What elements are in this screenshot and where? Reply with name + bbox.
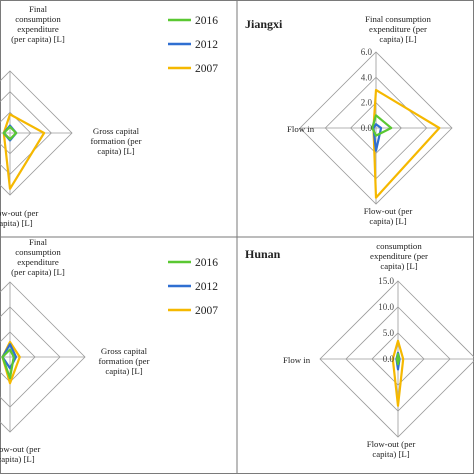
axis-label-right: capita) [L] <box>105 366 142 376</box>
axis-label-right: formation (per <box>98 356 149 366</box>
legend-label-2012: 2012 <box>195 39 218 51</box>
axis-label-left: Flow in <box>287 124 315 134</box>
axis-label-bottom: Flow-out (per <box>367 439 416 449</box>
axis-label-bottom: capita) [L] <box>372 449 409 459</box>
axis-label-right: formation (per <box>90 136 141 146</box>
panel-plot-area <box>319 280 474 438</box>
series-2016-line <box>1 348 15 380</box>
axis-label-bottom: Flow-out (per <box>364 206 413 216</box>
axis-label-top: (per capita) [L] <box>11 267 65 277</box>
panel-title: Hunan <box>245 247 281 261</box>
series-2016-line <box>2 125 18 141</box>
axis-label-top: expenditure <box>17 257 59 267</box>
panel-plot-area <box>0 70 73 196</box>
panel-top-right: 0.0 2.0 4.0 6.0 Jiangxi Final consumptionexpe… <box>245 14 453 226</box>
axis-label-bottom: capita) [L] <box>0 218 33 228</box>
axis-label-top: expenditure (per <box>369 24 427 34</box>
axis-label-top: expenditure (per <box>370 251 428 261</box>
radial-tick-label: 6.0 <box>361 47 373 57</box>
radial-tick-label: 0.0 <box>361 123 373 133</box>
axis-label-bottom: capita) [L] <box>0 454 35 464</box>
legend-label-2007: 2007 <box>195 63 218 75</box>
axis-label-top: Final <box>29 4 48 14</box>
series-2007-line <box>2 113 46 190</box>
radial-tick-label: 2.0 <box>361 98 373 108</box>
axis-label-top: consumption <box>376 241 422 251</box>
radial-tick-label: 10.0 <box>378 302 394 312</box>
series-2012-line <box>372 123 383 152</box>
radial-tick-label: 5.0 <box>383 328 395 338</box>
axis-label-bottom: Flow-out (per <box>0 208 38 218</box>
axis-label-right: capita) [L] <box>97 146 134 156</box>
axis-label-right: Gross capital <box>93 126 140 136</box>
series-2012-line <box>1 343 18 370</box>
series-2007-line <box>372 88 441 199</box>
axis-label-top: Final <box>29 237 48 247</box>
axis-label-top: (per capita) [L] <box>11 34 65 44</box>
radial-tick-label: 0.0 <box>383 354 395 364</box>
axis-label-top: capita) [L] <box>379 34 416 44</box>
axis-label-top: consumption <box>15 14 61 24</box>
legend-label-2016: 2016 <box>195 257 218 269</box>
axis-label-top: capita) [L] <box>380 261 417 271</box>
radial-tick-label: 4.0 <box>361 72 373 82</box>
axis-label-right: Gross capital <box>101 346 148 356</box>
axis-label-bottom: capita) [L] <box>369 216 406 226</box>
series-2016-line <box>371 114 393 137</box>
radial-tick-label: 15.0 <box>378 276 394 286</box>
series-2016-line <box>395 352 401 366</box>
axis-label-left: Flow in <box>283 355 311 365</box>
axis-label-top: Final consumption <box>365 14 431 24</box>
series-2007-line <box>391 339 405 407</box>
legend-label-2012: 2012 <box>195 281 218 293</box>
axis-label-top: consumption <box>15 247 61 257</box>
legend-label-2016: 2016 <box>195 15 218 27</box>
panel-plot-area <box>299 51 453 205</box>
panel-plot-area <box>0 281 86 433</box>
panel-title: Jiangxi <box>245 17 283 31</box>
legend-label-2007: 2007 <box>195 305 218 317</box>
axis-label-top: expenditure <box>17 24 59 34</box>
panel-bottom-right: 0.0 5.0 10.0 15.0 Hunan consumptionexpenditur… <box>245 241 474 459</box>
axis-label-bottom: Flow-out (per <box>0 444 40 454</box>
